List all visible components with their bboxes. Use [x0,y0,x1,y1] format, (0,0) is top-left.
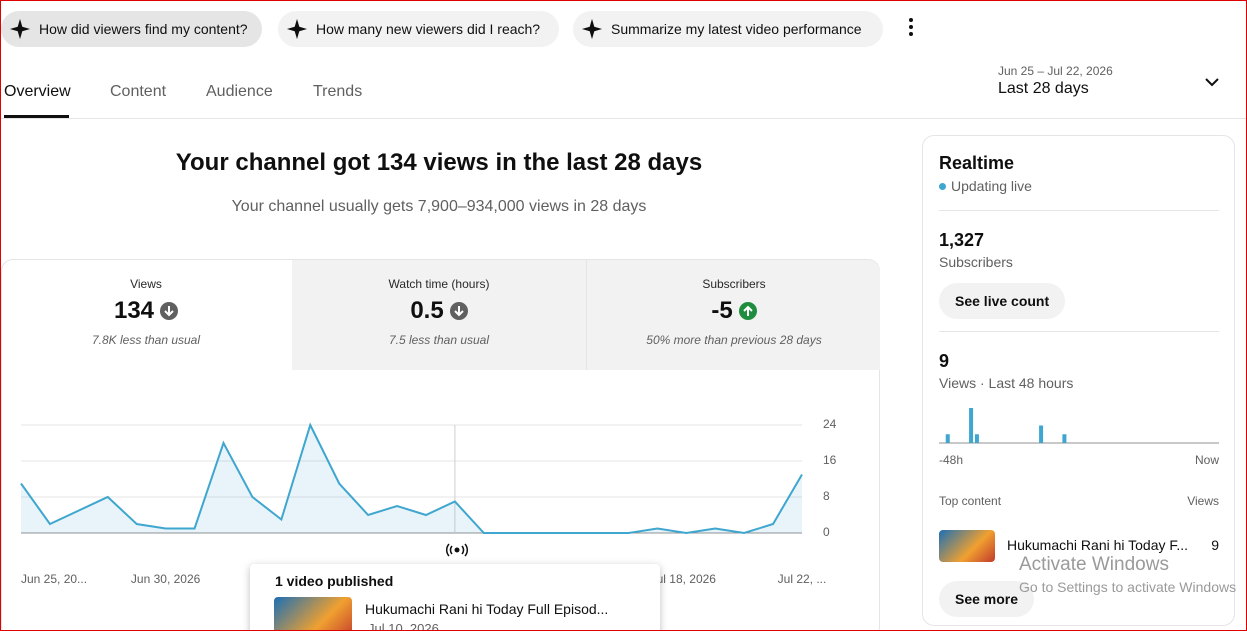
up-icon [738,302,757,320]
divider [586,260,587,370]
chip[interactable]: Summarize my latest video performance [573,11,883,47]
metric[interactable]: Subscribers -5 50% more than previous 28… [587,259,881,370]
y-tick-label: 16 [823,453,837,467]
down-icon [449,302,468,320]
y-tick-label: 8 [823,489,830,503]
views-header: Views [1187,494,1219,508]
metric-value: 0.5 [410,297,444,324]
area [21,425,802,533]
bar [1062,434,1067,443]
metric-value-row: -5 [587,297,881,325]
bar [1039,425,1044,443]
live-dot [939,183,946,190]
chip-label: How many new viewers did I reach? [316,21,541,37]
live-icon [445,543,469,557]
top-content-label: Top content [939,494,1002,508]
chip-label: How did viewers find my content? [39,21,248,37]
date-label[interactable]: Last 28 days [998,80,1089,97]
date-range: Jun 25 – Jul 22, 2026 [998,64,1113,78]
video-popup: 1 video published Hukumachi Rani hi Toda… [250,564,660,631]
chip[interactable]: How many new viewers did I reach? [278,11,559,47]
realtime-card [922,135,1235,626]
line [20,422,803,535]
tab[interactable]: Content [110,83,167,100]
tab[interactable]: Trends [313,83,363,100]
metric-value: 134 [113,297,155,324]
x-tick-label: Jul 22, ... [778,572,827,586]
realtime-views-label: Views · Last 48 hours [939,375,1074,391]
metric[interactable]: Watch time (hours) 0.5 7.5 less than usu… [292,259,586,370]
top-video-title[interactable]: Hukumachi Rani hi Today F... [1007,537,1189,553]
subscriber-label: Subscribers [939,254,1013,270]
metric-value-row: 134 [1,297,291,325]
divider [939,210,1219,211]
bar [945,434,950,443]
chip[interactable]: How did viewers find my content? [1,11,262,47]
watermark-title: Activate Windows [1019,554,1169,575]
watermark-subtitle: Go to Settings to activate Windows [1019,579,1237,595]
live-status: Updating live [939,178,1032,194]
down-icon [160,302,179,320]
realtime-title: Realtime [939,153,1015,173]
metric-label: Watch time (hours) [388,277,490,291]
bar [974,434,979,443]
divider [939,331,1219,332]
tab-underline [4,115,69,118]
chip-label: Summarize my latest video performance [611,21,862,37]
metric[interactable]: Views 134 7.8K less than usual [1,259,291,370]
popup-video-title[interactable]: Hukumachi Rani hi Today Full Episod... [365,601,609,617]
metric-label: Subscribers [702,277,766,291]
sparkle-icon [581,18,603,40]
x-tick-label: Jun 30, 2026 [131,572,201,586]
video-thumbnail [939,530,995,562]
see-more-button[interactable]: See more [939,581,1035,617]
live-count-button[interactable]: See live count [939,283,1066,319]
live-text: Updating live [951,178,1032,194]
y-tick-label: 0 [823,525,830,539]
y-tick-label: 24 [823,417,837,431]
tab[interactable]: Overview [4,83,71,100]
dropdown-icon[interactable] [1203,76,1221,90]
popup-date: Jul 10, 2026 [368,621,439,631]
bar [969,408,974,443]
metric-value-row: 0.5 [292,297,586,325]
metric-note: 7.8K less than usual [91,333,201,347]
divider [1,118,1246,119]
x-tick-label: -48h [939,453,963,467]
metric-value: -5 [711,297,733,324]
metrics-card [1,259,880,630]
tab[interactable]: Audience [206,83,273,100]
popup-title: 1 video published [275,573,394,589]
metric-label: Views [130,277,162,291]
sparkle-icon [9,18,31,40]
video-thumbnail [274,597,352,630]
x-tick-label: Now [1195,453,1219,467]
metric-note: 7.5 less than usual [388,333,490,347]
realtime-views: 9 [939,351,950,371]
sparkle-icon [286,18,308,40]
subheadline: Your channel usually gets 7,900–934,000 … [231,198,647,215]
x-tick-label: ul 18, 2026 [657,572,717,586]
x-tick-label: Jun 25, 20... [21,572,87,586]
top-video-views: 9 [1211,537,1219,553]
headline: Your channel got 134 views in the last 2… [175,149,703,176]
subscriber-count: 1,327 [939,230,985,250]
more-menu[interactable] [905,17,917,37]
metric-note: 50% more than previous 28 days [646,333,822,347]
